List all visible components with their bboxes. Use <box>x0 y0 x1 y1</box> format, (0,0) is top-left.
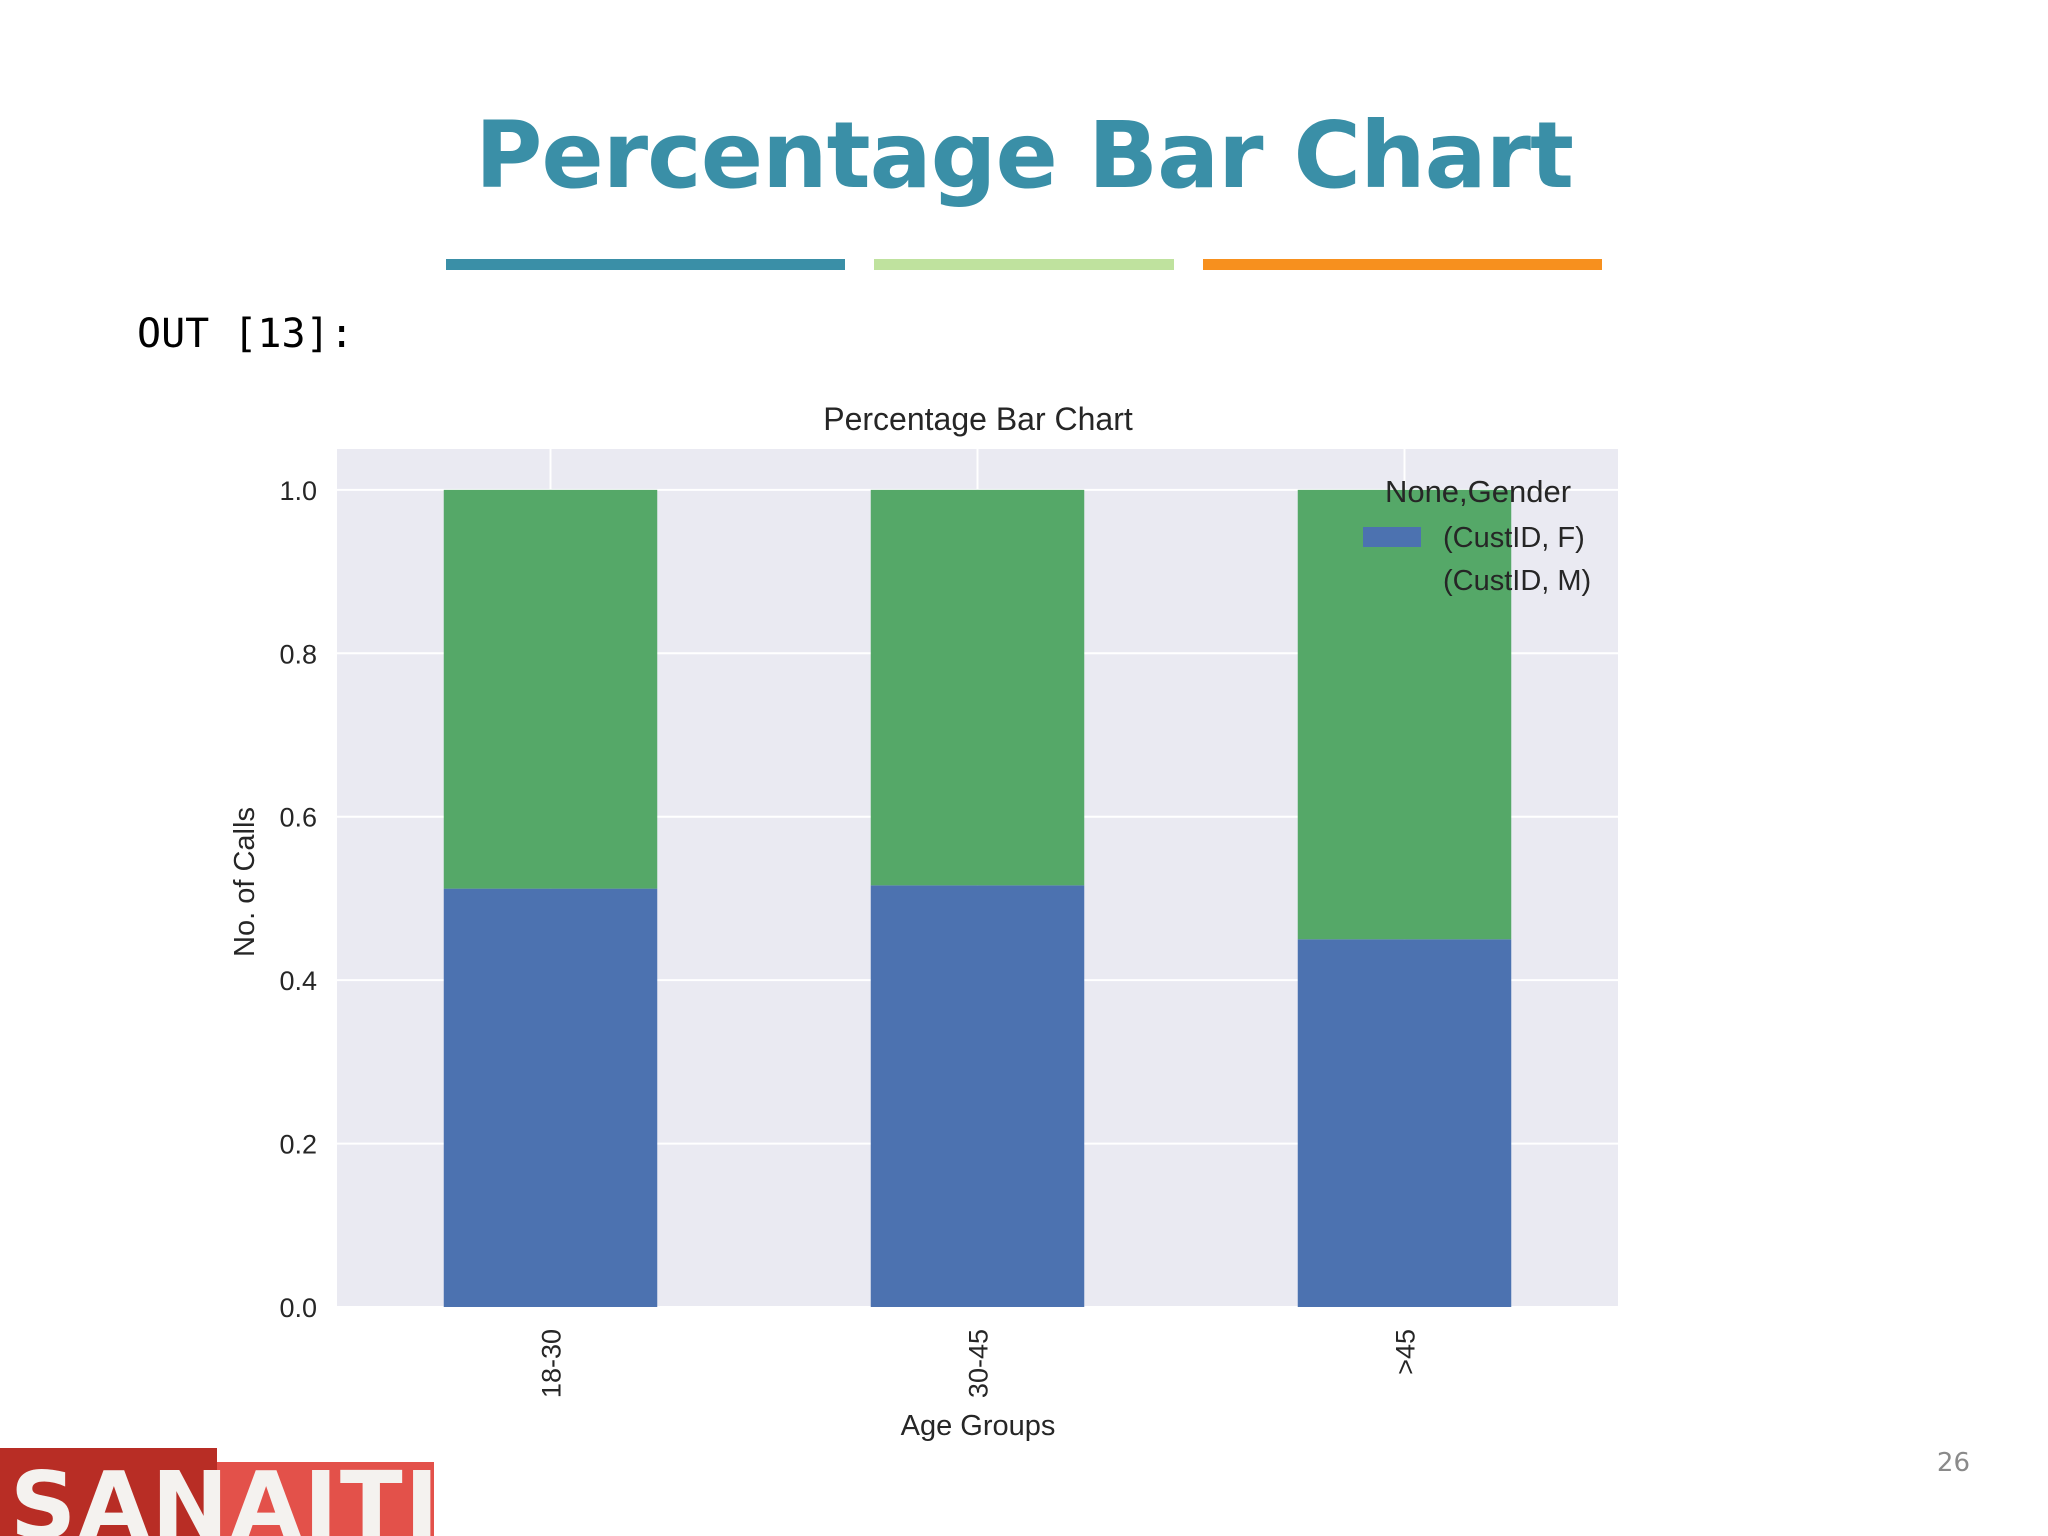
legend-title: None,Gender <box>1385 474 1571 509</box>
legend-swatch <box>1363 527 1421 547</box>
y-tick-label: 1.0 <box>279 476 317 506</box>
y-axis-label: No. of Calls <box>229 807 261 957</box>
x-ticks: 18-30 30-45 >45 <box>537 1329 1421 1398</box>
bar-segment <box>1297 939 1512 1307</box>
title-underline-green <box>874 259 1174 270</box>
bar-segment <box>870 885 1085 1307</box>
sanaitics-logo: SANAITICS <box>0 1448 434 1536</box>
y-tick-label: 0.8 <box>279 639 317 669</box>
bar-segment <box>870 489 1085 886</box>
title-underline-orange <box>1203 259 1602 270</box>
legend: None,Gender (CustID, F) (CustID, M) <box>1363 474 1591 597</box>
y-tick-label: 0.6 <box>279 803 317 833</box>
x-tick-label: 18-30 <box>537 1329 567 1398</box>
bar-segment <box>443 489 658 889</box>
logo-background-dark <box>0 1448 217 1536</box>
y-tick-label: 0.4 <box>279 966 317 996</box>
chart-title: Percentage Bar Chart <box>823 401 1133 437</box>
y-tick-label: 0.2 <box>279 1130 317 1160</box>
legend-label: (CustID, M) <box>1443 565 1591 597</box>
title-underline-teal <box>446 259 845 270</box>
output-prompt: OUT [13]: <box>137 311 354 357</box>
y-ticks: 0.0 0.2 0.4 0.6 0.8 1.0 <box>279 476 317 1323</box>
legend-label: (CustID, F) <box>1443 522 1585 554</box>
x-axis-label: Age Groups <box>901 1410 1056 1442</box>
x-tick-label: 30-45 <box>964 1329 994 1398</box>
slide-title: Percentage Bar Chart <box>474 102 1574 209</box>
logo-text: SANAITICS <box>10 1452 434 1536</box>
bars <box>443 489 1512 1307</box>
bar-segment <box>443 888 658 1307</box>
logo-background-light <box>217 1462 434 1536</box>
bar-segment <box>1297 489 1512 940</box>
x-tick-label: >45 <box>1391 1329 1421 1375</box>
y-tick-label: 0.0 <box>279 1293 317 1323</box>
page-number: 26 <box>1936 1448 1970 1478</box>
